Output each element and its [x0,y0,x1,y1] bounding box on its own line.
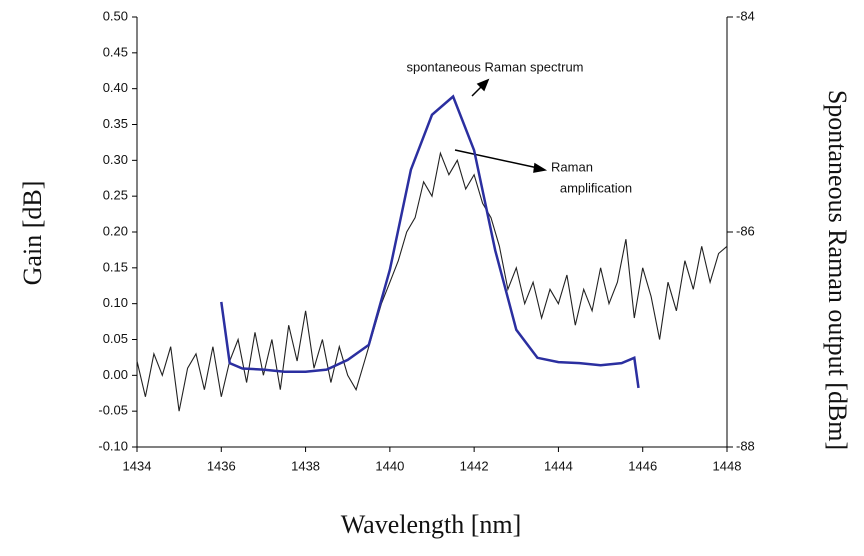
y-tick-label: 0.10 [103,295,128,310]
y-tick-label: 0.20 [103,223,128,238]
y-tick-label: 0.15 [103,259,128,274]
x-tick-label: 1448 [713,458,742,473]
y-axis-label: Gain [dB] [18,181,47,286]
y-tick-label: 0.35 [103,116,128,131]
x-tick-label: 1436 [207,458,236,473]
y-tick-label: 0.40 [103,80,128,95]
x-tick-label: 1442 [460,458,489,473]
y-tick-label: -0.10 [98,438,128,453]
y-tick-label: 0.50 [103,8,128,23]
y2-tick-label: -88 [736,438,755,453]
y2-tick-label: -86 [736,223,755,238]
y2-tick-label: -84 [736,8,755,23]
annotation: Raman [551,159,593,174]
arrow-head [533,162,548,173]
arrow-head [476,78,490,92]
annotation: spontaneous Raman spectrum [406,59,583,74]
series-line [136,151,728,412]
y-tick-label: 0.00 [103,367,128,382]
y-tick-label: 0.25 [103,188,128,203]
y-tick-label: 0.45 [103,44,128,59]
annotation: amplification [560,180,632,195]
annotation-arrows [454,78,548,173]
y2-axis-label: Spontaneous Raman output [dBm] [823,90,852,450]
x-tick-label: 1440 [375,458,404,473]
y-tick-label: 0.05 [103,331,128,346]
x-tick-label: 1438 [291,458,320,473]
series-line [220,94,640,389]
arrow [454,149,539,169]
y-tick-label: -0.05 [98,403,128,418]
x-axis-label: Wavelength [nm] [341,510,522,539]
y-tick-label: 0.30 [103,152,128,167]
x-tick-label: 1434 [123,458,152,473]
x-tick-label: 1446 [628,458,657,473]
x-tick-label: 1444 [544,458,573,473]
